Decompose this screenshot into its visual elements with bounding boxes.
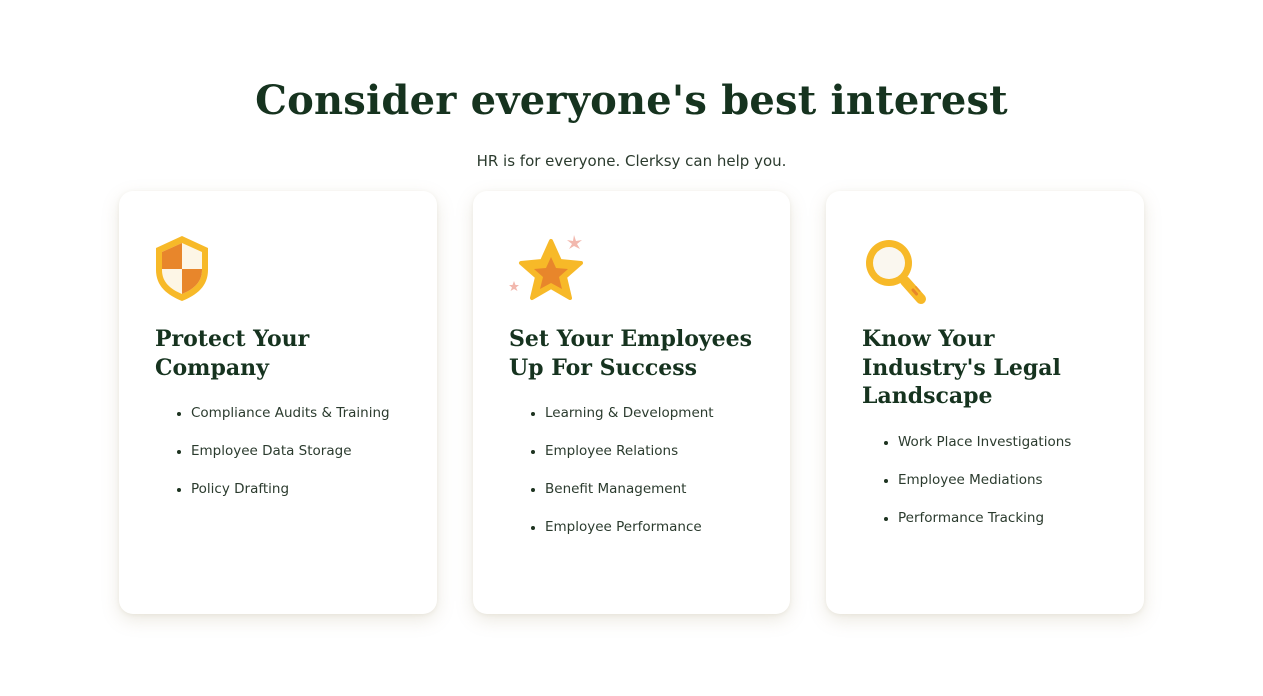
star-icon xyxy=(509,235,583,300)
list-item: Policy Drafting xyxy=(191,479,415,499)
magnifying-glass-icon xyxy=(866,240,926,304)
card-feature-list: Work Place Investigations Employee Media… xyxy=(862,432,1122,546)
list-item: Employee Mediations xyxy=(898,470,1122,490)
card-feature-list: Compliance Audits & Training Employee Da… xyxy=(155,403,415,517)
section-headline: Consider everyone's best interest xyxy=(255,77,1008,124)
list-item: Benefit Management xyxy=(545,479,769,499)
list-item: Compliance Audits & Training xyxy=(191,403,415,423)
shield-icon xyxy=(156,236,208,301)
card-feature-list: Learning & Development Employee Relation… xyxy=(509,403,769,555)
feature-card-success: Set Your Employees Up For Success Learni… xyxy=(473,191,790,614)
card-title: Protect Your Company xyxy=(155,326,310,381)
feature-card-protect: Protect Your Company Compliance Audits &… xyxy=(119,191,437,614)
feature-card-legal: Know Your Industry's Legal Landscape Wor… xyxy=(826,191,1144,614)
section-subheadline: HR is for everyone. Clerksy can help you… xyxy=(476,152,787,170)
list-item: Performance Tracking xyxy=(898,508,1122,528)
list-item: Work Place Investigations xyxy=(898,432,1122,452)
card-title: Know Your Industry's Legal Landscape xyxy=(862,326,1061,409)
list-item: Employee Performance xyxy=(545,517,769,537)
list-item: Employee Data Storage xyxy=(191,441,415,461)
list-item: Employee Relations xyxy=(545,441,769,461)
list-item: Learning & Development xyxy=(545,403,769,423)
card-title: Set Your Employees Up For Success xyxy=(509,326,753,381)
